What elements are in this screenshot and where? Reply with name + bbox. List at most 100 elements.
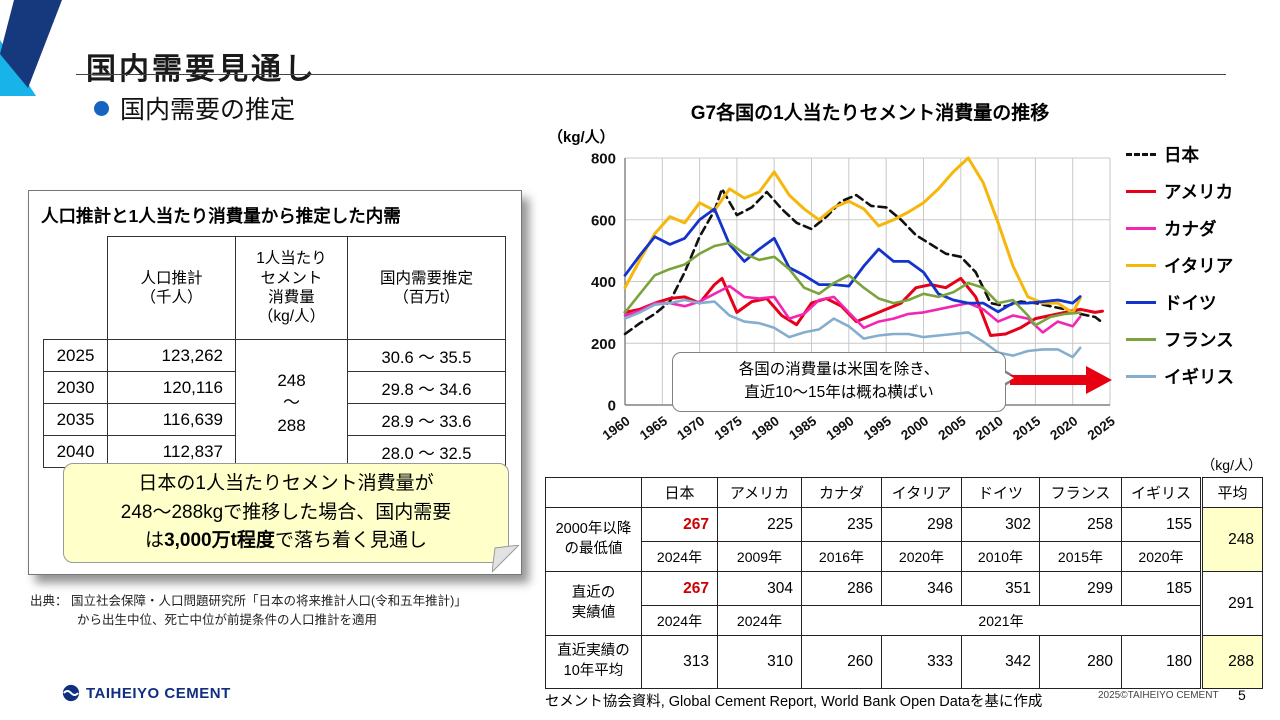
stats-col-uk: イギリス: [1121, 477, 1202, 508]
stats-min-years-row: 2024年 2009年 2016年 2020年 2010年 2015年 2020年: [546, 541, 1263, 572]
stats-col-france: フランス: [1039, 477, 1122, 508]
stats-decade-value-italy: 333: [881, 635, 962, 689]
legend-label: アメリカ: [1164, 182, 1234, 202]
stats-col-italy: イタリア: [881, 477, 962, 508]
source-line-2: から出生中位、死亡中位が前提条件の人口推計を適用: [77, 612, 378, 627]
chart-title: G7各国の1人当たりセメント消費量の推移: [690, 103, 1050, 124]
copyright: 2025©TAIHEIYO CEMENT: [1098, 690, 1219, 701]
title-underline: [76, 74, 1226, 75]
note-line-3: は3,000万t程度で落ち着く見通し: [145, 530, 427, 551]
note-line-2: 248～288kgで推移した場合、国内需要: [120, 501, 452, 523]
svg-text:1970: 1970: [674, 413, 707, 443]
stats-decade-value-france: 280: [1039, 635, 1122, 689]
svg-text:200: 200: [591, 336, 616, 353]
note-line-1: 日本の1人当たりセメント消費量が: [138, 473, 434, 494]
svg-text:1985: 1985: [786, 413, 820, 443]
legend-line-france: [1126, 338, 1156, 341]
svg-text:2000: 2000: [898, 413, 931, 443]
stats-min-year-italy: 2020年: [881, 541, 962, 572]
svg-text:1995: 1995: [861, 413, 895, 443]
stats-col-germany: ドイツ: [961, 477, 1040, 508]
stats-recent-years-row: 2024年 2024年 2021年: [546, 605, 1263, 636]
stats-col-average: 平均: [1200, 477, 1263, 508]
legend-item-japan: 日本: [1126, 136, 1234, 173]
chart-legend: 日本アメリカカナダイタリアドイツフランスイギリス: [1126, 136, 1234, 395]
stats-decade-value-uk: 180: [1121, 635, 1202, 689]
section-heading: 国内需要の推定: [94, 90, 295, 126]
svg-text:2005: 2005: [935, 413, 969, 443]
stats-row-label-decade: 直近実績の 10年平均: [545, 635, 642, 689]
callout-bubble: 各国の消費量は米国を除き、 直近10～15年は概ね横ばい: [672, 352, 1018, 412]
slide-title: 国内需要見通し: [86, 53, 317, 87]
page-number: 5: [1238, 687, 1246, 703]
stats-min-value-canada: 235: [801, 507, 882, 542]
stats-min-value-italy: 298: [881, 507, 962, 542]
legend-line-canada: [1126, 227, 1156, 230]
stats-decade-value-germany: 342: [961, 635, 1040, 689]
trend-arrow-icon: [1010, 366, 1114, 394]
svg-text:1990: 1990: [823, 413, 856, 443]
stats-header-row: 日本 アメリカ カナダ イタリア ドイツ フランス イギリス 平均: [545, 477, 1263, 508]
svg-text:1975: 1975: [712, 413, 746, 443]
legend-label: ドイツ: [1164, 293, 1217, 313]
svg-text:400: 400: [591, 274, 616, 291]
legend-line-germany: [1126, 301, 1156, 304]
stats-corner-cell: [545, 477, 642, 508]
stats-recent-values-row: 直近の 実績値 267 304 286 346 351 299 185 291: [545, 571, 1263, 636]
stats-recent-year-japan: 2024年: [641, 605, 718, 636]
legend-label: フランス: [1164, 330, 1234, 350]
stats-recent-year-merged: 2021年: [801, 605, 1202, 636]
stats-col-usa: アメリカ: [717, 477, 802, 508]
legend-item-italy: イタリア: [1126, 247, 1234, 284]
est-demand: 28.0 ～ 32.5: [347, 435, 506, 468]
legend-label: イギリス: [1164, 367, 1234, 387]
est-year: 2025: [43, 339, 108, 372]
svg-text:600: 600: [591, 212, 616, 229]
stats-recent-value-japan: 267: [641, 571, 718, 606]
est-row-2040: 2040 112,837 28.0 ～ 32.5: [43, 435, 506, 468]
arrow-head: [1086, 366, 1112, 394]
stats-min-year-uk: 2020年: [1121, 541, 1202, 572]
logo-mark-icon: [62, 684, 80, 702]
stats-min-values-row: 2000年以降 の最低値 267 225 235 298 302 258 155 248: [545, 507, 1263, 572]
est-consumption-range: 248 ～ 288: [235, 339, 348, 468]
legend-line-japan: [1126, 153, 1156, 156]
footer-source: セメント協会資料, Global Cement Report, World Ba…: [545, 694, 1043, 710]
stats-recent-value-italy: 346: [881, 571, 962, 606]
estimate-panel: 人口推計と1人当たり消費量から推定した内需 人口推計 （千人） 1人当たり セメ…: [28, 190, 522, 575]
est-demand: 30.6 ～ 35.5: [347, 339, 506, 372]
est-year: 2035: [43, 403, 108, 436]
arrow-shaft: [1010, 375, 1086, 385]
svg-text:2020: 2020: [1047, 413, 1080, 443]
stats-recent-value-germany: 351: [961, 571, 1040, 606]
conclusion-note: 日本の1人当たりセメント消費量が 248～288kgで推移した場合、国内需要 は…: [63, 463, 509, 563]
stats-decade-value-canada: 260: [801, 635, 882, 689]
y-axis-unit-label: （kg/人）: [548, 129, 615, 146]
stats-table: 日本 アメリカ カナダ イタリア ドイツ フランス イギリス 平均 2000年以降 の最低値 267…: [545, 477, 1263, 689]
source-note: 出典： 国立社会保障・人口問題研究所「日本の将来推計人口(令和五年推計)」 から…: [30, 592, 467, 630]
svg-text:1980: 1980: [749, 413, 782, 443]
svg-text:2015: 2015: [1010, 413, 1044, 443]
stats-min-average: 248: [1200, 507, 1263, 572]
est-row-2030: 2030 120,116 29.8 ～ 34.6: [43, 371, 506, 404]
stats-min-value-germany: 302: [961, 507, 1040, 542]
est-corner-cell: [43, 236, 108, 340]
stats-recent-average: 291: [1200, 571, 1263, 636]
section-heading-text: 国内需要の推定: [120, 96, 296, 124]
svg-text:2010: 2010: [973, 413, 1006, 443]
estimate-table-header-row: 人口推計 （千人） 1人当たり セメント 消費量 （kg/人） 国内需要推定 （…: [43, 236, 506, 340]
corner-decoration: [0, 0, 62, 96]
est-col-demand: 国内需要推定 （百万t）: [347, 236, 506, 340]
source-line-1: 出典： 国立社会保障・人口問題研究所「日本の将来推計人口(令和五年推計)」: [30, 594, 467, 608]
est-population: 123,262: [107, 339, 236, 372]
svg-text:2025: 2025: [1085, 413, 1119, 443]
stats-min-value-usa: 225: [717, 507, 802, 542]
company-logo: TAIHEIYO CEMENT: [62, 684, 231, 702]
est-population: 120,116: [107, 371, 236, 404]
folded-corner: [492, 545, 520, 573]
callout-line-2: 直近10～15年は概ね横ばい: [744, 384, 934, 402]
legend-item-germany: ドイツ: [1126, 284, 1234, 321]
legend-label: カナダ: [1164, 219, 1217, 239]
stats-min-year-germany: 2010年: [961, 541, 1040, 572]
stats-col-japan: 日本: [641, 477, 718, 508]
